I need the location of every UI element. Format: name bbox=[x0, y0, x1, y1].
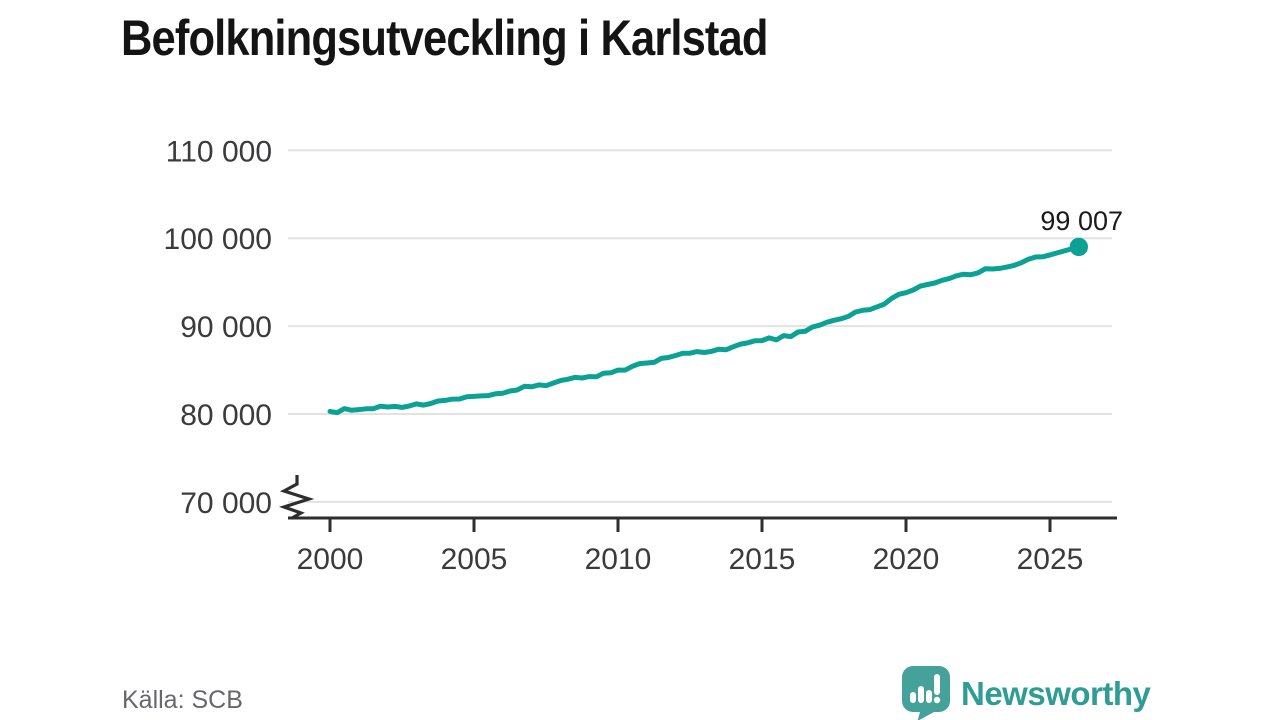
y-axis-tick-label: 100 000 bbox=[164, 223, 272, 256]
newsworthy-logo-icon bbox=[902, 666, 950, 720]
x-axis-tick-label: 2020 bbox=[873, 543, 940, 576]
logo-exclamation-bar bbox=[934, 674, 940, 695]
x-axis-tick-label: 2000 bbox=[297, 543, 364, 576]
brand-name: Newsworthy bbox=[961, 675, 1151, 712]
source-note: Källa: SCB bbox=[122, 686, 243, 714]
logo-bar-2 bbox=[918, 686, 924, 703]
logo-bar-3 bbox=[926, 690, 932, 703]
end-value-label: 99 007 bbox=[1040, 206, 1123, 236]
logo-exclamation-dot bbox=[933, 696, 941, 704]
x-axis-tick-label: 2005 bbox=[441, 543, 508, 576]
y-axis-tick-label: 70 000 bbox=[180, 487, 272, 520]
axis-break-icon bbox=[278, 475, 315, 520]
y-axis-tick-label: 90 000 bbox=[180, 311, 272, 344]
logo-bar-1 bbox=[910, 692, 916, 703]
chart-title: Befolkningsutveckling i Karlstad bbox=[121, 10, 768, 66]
brand-logo: Newsworthy bbox=[898, 664, 1151, 720]
x-axis-tick-label: 2025 bbox=[1017, 543, 1084, 576]
y-axis-tick-label: 110 000 bbox=[166, 135, 272, 168]
x-axis-tick-label: 2010 bbox=[585, 543, 652, 576]
y-axis-tick-label: 80 000 bbox=[180, 399, 272, 432]
series-end-dot bbox=[1069, 237, 1089, 257]
series-line bbox=[327, 244, 1082, 416]
x-axis-tick-label: 2015 bbox=[729, 543, 796, 576]
